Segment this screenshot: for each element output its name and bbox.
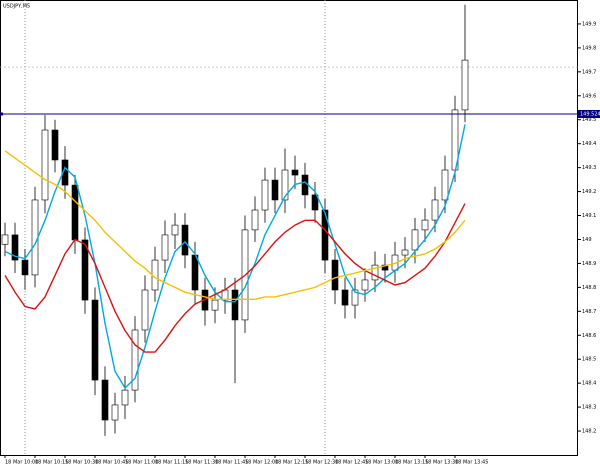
candle-body	[441, 169, 449, 201]
y-tick-label: 148.9	[582, 261, 596, 267]
y-tick-label: 149.8	[582, 45, 596, 51]
x-tick-label: 18 Mar 11:45	[215, 460, 248, 466]
x-tick-label: 18 Mar 11:15	[155, 460, 188, 466]
candle-body	[161, 234, 169, 261]
candle-body	[171, 224, 179, 236]
candle-body	[261, 179, 269, 211]
candle-body	[121, 389, 129, 406]
y-tick-label: 148.5	[582, 357, 596, 363]
candle-body	[71, 184, 79, 241]
y-tick-label: 149.1	[582, 213, 596, 219]
candle-body	[421, 219, 429, 231]
candle-body	[61, 159, 69, 186]
candle-body	[461, 59, 469, 111]
y-tick-label: 148.2	[582, 429, 596, 435]
level-label-box	[578, 109, 600, 118]
x-tick-label: 18 Mar 13:15	[395, 460, 428, 466]
candle-body	[191, 254, 199, 291]
candle-body	[341, 289, 349, 306]
x-tick-label: 18 Mar 10:00	[5, 460, 38, 466]
x-tick-label: 18 Mar 12:15	[275, 460, 308, 466]
candle-body	[11, 234, 19, 261]
candle-body	[351, 289, 359, 306]
y-tick-label: 149.3	[582, 165, 596, 171]
x-tick-label: 18 Mar 10:45	[95, 460, 128, 466]
level-marker	[0, 112, 3, 116]
candle-body	[41, 129, 49, 201]
candle-body	[331, 259, 339, 291]
candle-body	[91, 299, 99, 381]
x-tick-label: 18 Mar 10:30	[65, 460, 98, 466]
candle-body	[21, 259, 29, 276]
candle-body	[141, 289, 149, 331]
candle-body	[291, 169, 299, 176]
candle-body	[211, 299, 219, 311]
x-tick-label: 18 Mar 12:45	[335, 460, 368, 466]
y-tick-label: 148.3	[582, 405, 596, 411]
candle-body	[431, 199, 439, 221]
y-tick-label: 148.7	[582, 309, 596, 315]
candle-body	[281, 169, 289, 201]
candle-body	[251, 209, 259, 231]
y-tick-label: 148.4	[582, 381, 596, 387]
candle-body	[371, 264, 379, 281]
candle-body	[1, 234, 9, 245]
y-tick-label: 148.6	[582, 333, 596, 339]
y-tick-label: 149	[582, 237, 592, 243]
x-tick-label: 18 Mar 13:45	[455, 460, 488, 466]
level-label: 149.524	[580, 111, 600, 117]
candle-body	[401, 249, 409, 256]
candle-body	[271, 179, 279, 201]
candle-body	[51, 129, 59, 161]
x-tick-label: 18 Mar 12:30	[305, 460, 338, 466]
candle-body	[111, 404, 119, 421]
candle-body	[131, 329, 139, 391]
x-tick-label: 18 Mar 13:30	[425, 460, 458, 466]
y-tick-label: 149.2	[582, 189, 596, 195]
candle-body	[311, 194, 319, 211]
candle-body	[361, 279, 369, 291]
x-tick-label: 18 Mar 12:00	[245, 460, 278, 466]
x-tick-label: 18 Mar 11:30	[185, 460, 218, 466]
candle-body	[321, 209, 329, 261]
candle-body	[101, 379, 109, 421]
candle-body	[81, 239, 89, 301]
y-tick-label: 149.6	[582, 93, 596, 99]
x-tick-label: 18 Mar 11:00	[125, 460, 158, 466]
moving-average-line	[4, 203, 466, 353]
y-tick-label: 149.7	[582, 69, 596, 75]
moving-average-line	[4, 124, 466, 390]
candle-body	[411, 229, 419, 251]
y-tick-label: 149.9	[582, 21, 596, 27]
candle-body	[231, 289, 239, 321]
y-tick-label: 148.8	[582, 285, 596, 291]
candle-body	[181, 224, 189, 256]
chart-title: USDJPY,M5	[3, 4, 30, 10]
y-tick-label: 149.5	[582, 117, 596, 123]
candle-body	[301, 174, 309, 196]
x-tick-label: 18 Mar 13:00	[365, 460, 398, 466]
y-tick-label: 149.4	[582, 141, 596, 147]
x-tick-label: 18 Mar 10:15	[35, 460, 68, 466]
moving-average-line	[4, 150, 466, 301]
